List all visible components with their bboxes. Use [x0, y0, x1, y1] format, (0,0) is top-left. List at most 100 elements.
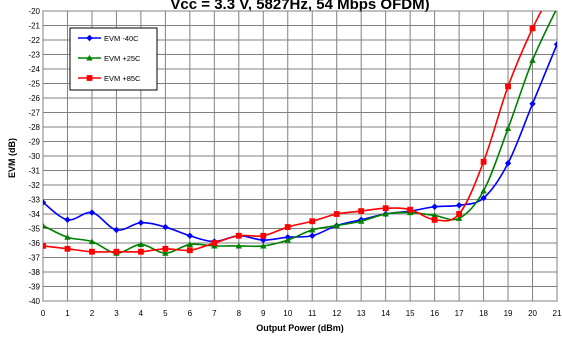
legend-marker	[86, 75, 93, 81]
x-tick-label: 17	[455, 309, 464, 318]
data-point-marker	[456, 211, 462, 217]
y-tick-label: -40	[28, 297, 40, 306]
y-tick-label: -20	[28, 7, 40, 16]
data-point-marker	[260, 232, 267, 239]
y-tick-label: -39	[28, 283, 40, 292]
data-point-marker	[333, 222, 340, 229]
data-point-marker	[186, 241, 194, 248]
x-tick-labels: 0 1 2 3 4 5 6 7 8 9 10 11 12 13 14 15 16 17 18 19 20 21	[41, 309, 562, 318]
y-tick-label: -35	[28, 225, 40, 234]
legend-item: EVM +85C	[78, 74, 141, 83]
x-tick-label: 3	[114, 309, 119, 318]
data-point-marker	[309, 218, 316, 225]
x-tick-label: 11	[308, 309, 317, 318]
data-point-marker	[480, 187, 487, 194]
y-tick-label: -30	[28, 152, 40, 161]
data-point-marker	[64, 234, 71, 240]
data-point-marker	[137, 241, 145, 248]
data-point-marker	[309, 226, 316, 233]
data-point-marker	[235, 232, 242, 239]
data-point-marker	[186, 232, 194, 239]
data-point-marker	[357, 218, 365, 224]
data-point-marker	[382, 210, 389, 217]
data-point-marker	[113, 248, 120, 255]
data-point-marker	[235, 242, 243, 249]
plot-area-frame	[42, 10, 558, 302]
data-point-marker	[407, 206, 414, 213]
legend: EVM -40C EVM +25C EVM +85C	[69, 27, 158, 91]
y-tick-label: -23	[28, 51, 40, 60]
data-point-marker	[529, 25, 536, 32]
legend-label: EVM +25C	[104, 54, 141, 63]
x-tick-label: 1	[65, 309, 70, 318]
x-tick-label: 16	[430, 309, 439, 318]
data-point-marker	[358, 208, 365, 214]
chart-title: Vcc = 3.3 V, 5827Hz, 54 Mbps OFDM)	[170, 0, 429, 13]
data-point-marker	[88, 209, 96, 216]
y-tick-label: -31	[28, 167, 40, 176]
data-point-marker	[211, 240, 218, 246]
data-point-marker	[553, 41, 557, 48]
data-point-marker	[382, 205, 389, 212]
data-point-marker	[480, 194, 487, 202]
data-point-marker	[333, 211, 340, 217]
legend-label: EVM -40C	[104, 34, 139, 43]
data-point-marker	[64, 216, 71, 223]
x-tick-label: 20	[528, 309, 537, 318]
data-point-marker	[162, 223, 169, 231]
series-line	[43, 11, 543, 253]
data-point-marker	[137, 219, 145, 226]
x-tick-label: 4	[139, 309, 144, 318]
x-tick-label: 5	[163, 309, 168, 318]
data-point-marker	[64, 245, 71, 252]
legend-item: EVM -40C	[78, 34, 139, 43]
data-point-marker	[43, 199, 47, 206]
y-tick-labels: -20 -21 -22 -23 -24 -25 -26 -27 -28 -29 -30 -31 -32 -…	[28, 7, 40, 306]
y-tick-label: -28	[28, 123, 40, 132]
data-point-marker	[284, 224, 291, 230]
data-point-marker	[431, 203, 438, 210]
data-point-marker	[480, 158, 487, 165]
data-point-marker	[186, 247, 193, 254]
x-tick-label: 9	[261, 309, 266, 318]
x-tick-label: 15	[406, 309, 415, 318]
x-tick-label: 7	[212, 309, 217, 318]
x-tick-label: 13	[357, 309, 366, 318]
data-point-marker	[43, 222, 47, 229]
data-point-marker	[284, 236, 291, 243]
legend-item: EVM +25C	[78, 54, 141, 63]
data-point-marker	[504, 125, 512, 132]
y-axis-label: EVM (dB)	[7, 138, 17, 178]
y-tick-label: -32	[28, 181, 40, 190]
x-tick-label: 8	[237, 309, 242, 318]
data-point-marker	[431, 212, 438, 219]
data-point-marker	[162, 249, 169, 256]
y-tick-label: -25	[28, 80, 40, 89]
x-tick-label: 10	[283, 309, 292, 318]
series-line	[43, 11, 557, 254]
data-point-marker	[529, 100, 536, 107]
y-tick-label: -26	[28, 94, 40, 103]
data-point-marker	[88, 238, 96, 245]
data-point-marker	[309, 232, 316, 239]
y-tick-label: -36	[28, 239, 40, 248]
y-tick-label: -24	[28, 65, 40, 74]
legend-marker	[86, 54, 93, 61]
x-tick-label: 0	[41, 309, 46, 318]
x-axis-label: Output Power (dBm)	[256, 323, 344, 333]
data-point-marker	[504, 160, 512, 167]
x-tick-label: 2	[90, 309, 95, 318]
data-point-marker	[43, 243, 46, 249]
y-tick-label: -34	[28, 210, 40, 219]
data-point-marker	[505, 83, 511, 90]
y-tick-label: -29	[28, 138, 40, 147]
data-point-marker	[260, 242, 267, 249]
legend-marker	[86, 34, 93, 42]
data-point-marker	[529, 57, 536, 63]
series-evm-85c	[43, 11, 543, 255]
x-tick-label: 18	[479, 309, 488, 318]
x-tick-label: 14	[381, 309, 390, 318]
series-layer	[43, 11, 557, 256]
x-tick-label: 6	[188, 309, 193, 318]
